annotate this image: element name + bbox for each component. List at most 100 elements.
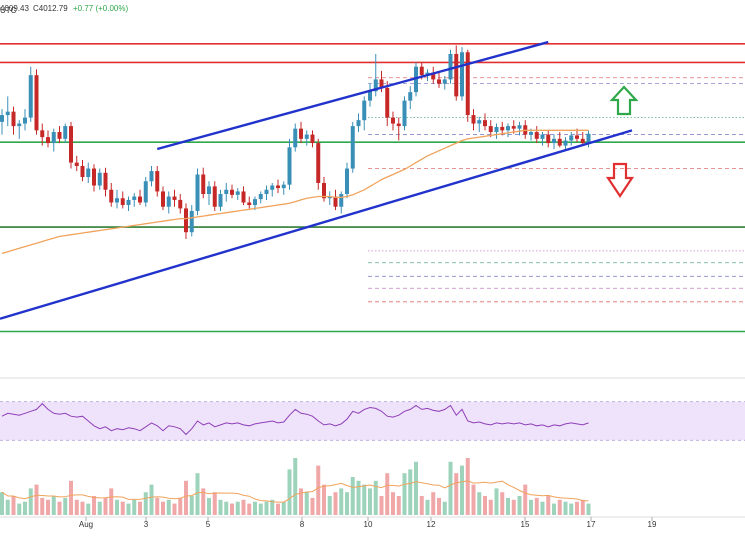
- candle-body: [299, 128, 303, 139]
- volume-bar: [34, 484, 39, 515]
- volume-bar: [460, 465, 464, 515]
- volume-bar: [143, 492, 148, 515]
- candle-body: [69, 126, 73, 163]
- volume-bar: [97, 501, 102, 515]
- candle-body: [396, 123, 401, 127]
- candle-body: [419, 66, 424, 76]
- candle-body: [517, 125, 522, 129]
- candle-body: [368, 91, 372, 101]
- candle-body: [155, 171, 160, 192]
- candle-body: [402, 100, 407, 127]
- candle-body: [575, 135, 579, 139]
- volume-bar: [414, 461, 418, 515]
- volume-bar: [293, 458, 298, 515]
- volume-bar: [500, 492, 505, 515]
- moving-average-line: [1, 129, 589, 255]
- candle-body: [143, 181, 148, 203]
- volume-bar: [51, 496, 56, 515]
- volume-bar: [253, 501, 257, 515]
- candle-body: [258, 194, 263, 200]
- candle-body: [241, 191, 246, 203]
- volume-bar: [57, 501, 62, 515]
- candle-body: [63, 126, 68, 139]
- volume-bar: [586, 503, 591, 515]
- volume-bar: [195, 473, 200, 515]
- volume-bar: [580, 499, 585, 515]
- volume-bar: [362, 484, 367, 515]
- volume-bar: [506, 497, 510, 515]
- volume-bar: [373, 480, 378, 515]
- volume-bar: [132, 499, 137, 515]
- candle-body: [201, 174, 206, 194]
- candle-body: [172, 196, 177, 200]
- volume-bar: [483, 496, 487, 515]
- candle-body: [276, 185, 280, 189]
- candle-body: [563, 140, 568, 146]
- volume-bar: [80, 501, 85, 515]
- volume-bar: [241, 499, 246, 515]
- volume-bar: [155, 497, 160, 515]
- volume-bar: [345, 492, 349, 515]
- volume-bar: [402, 473, 407, 515]
- candle-body: [488, 126, 493, 133]
- volume-bar: [161, 501, 165, 515]
- candle-body: [178, 199, 183, 209]
- candle-body: [322, 182, 326, 199]
- candle-body: [465, 52, 470, 116]
- timezone-label: UTC: [0, 6, 17, 15]
- candle-body: [230, 189, 234, 195]
- volume-bar: [40, 497, 45, 515]
- volume-bar: [276, 503, 280, 515]
- volume-bar: [408, 469, 413, 515]
- candle-body: [316, 143, 321, 183]
- candle-body: [86, 168, 91, 178]
- volume-bar: [235, 501, 240, 515]
- volume-bar: [63, 497, 68, 515]
- candle-body: [23, 117, 27, 124]
- x-tick-label: 5: [206, 520, 211, 529]
- x-tick-label: 17: [587, 520, 596, 529]
- volume-bar: [471, 484, 476, 515]
- candle-body: [46, 137, 50, 144]
- volume-bar: [86, 503, 91, 515]
- down-arrow: [605, 162, 635, 198]
- candle-body: [189, 210, 194, 233]
- volume-bar: [103, 497, 108, 515]
- candle-body: [431, 72, 436, 80]
- volume-bar: [322, 484, 326, 515]
- volume-bar: [396, 496, 401, 515]
- x-tick-label: 15: [521, 520, 530, 529]
- candle-body: [224, 189, 229, 194]
- candle-body: [448, 53, 453, 80]
- candle-body: [51, 132, 56, 144]
- candle-body: [34, 75, 39, 131]
- candle-body: [391, 117, 395, 124]
- up-arrow: [609, 85, 639, 116]
- candle-body: [92, 168, 96, 186]
- volume-bar: [391, 492, 395, 515]
- candle-body: [546, 134, 551, 144]
- volume-bar: [230, 503, 234, 515]
- open-value: 4009.43: [0, 4, 29, 13]
- candle-body: [460, 52, 464, 97]
- candle-body: [270, 185, 275, 190]
- candle-body: [126, 199, 131, 206]
- close-value: C4012.79: [33, 4, 68, 13]
- volume-bar: [218, 499, 223, 515]
- candle-body: [11, 111, 16, 127]
- candle-body: [281, 184, 286, 189]
- candle-body: [0, 115, 4, 122]
- x-tick-label: 19: [648, 520, 657, 529]
- candle-body: [207, 186, 211, 194]
- candle-body: [586, 133, 591, 144]
- candle-body: [40, 130, 45, 138]
- candle-body: [580, 138, 585, 144]
- volume-bar: [569, 503, 574, 515]
- candle-body: [218, 194, 223, 207]
- candle-body: [138, 196, 142, 203]
- volume-bar: [494, 488, 499, 515]
- candle-body: [184, 208, 188, 233]
- volume-bar: [166, 499, 171, 515]
